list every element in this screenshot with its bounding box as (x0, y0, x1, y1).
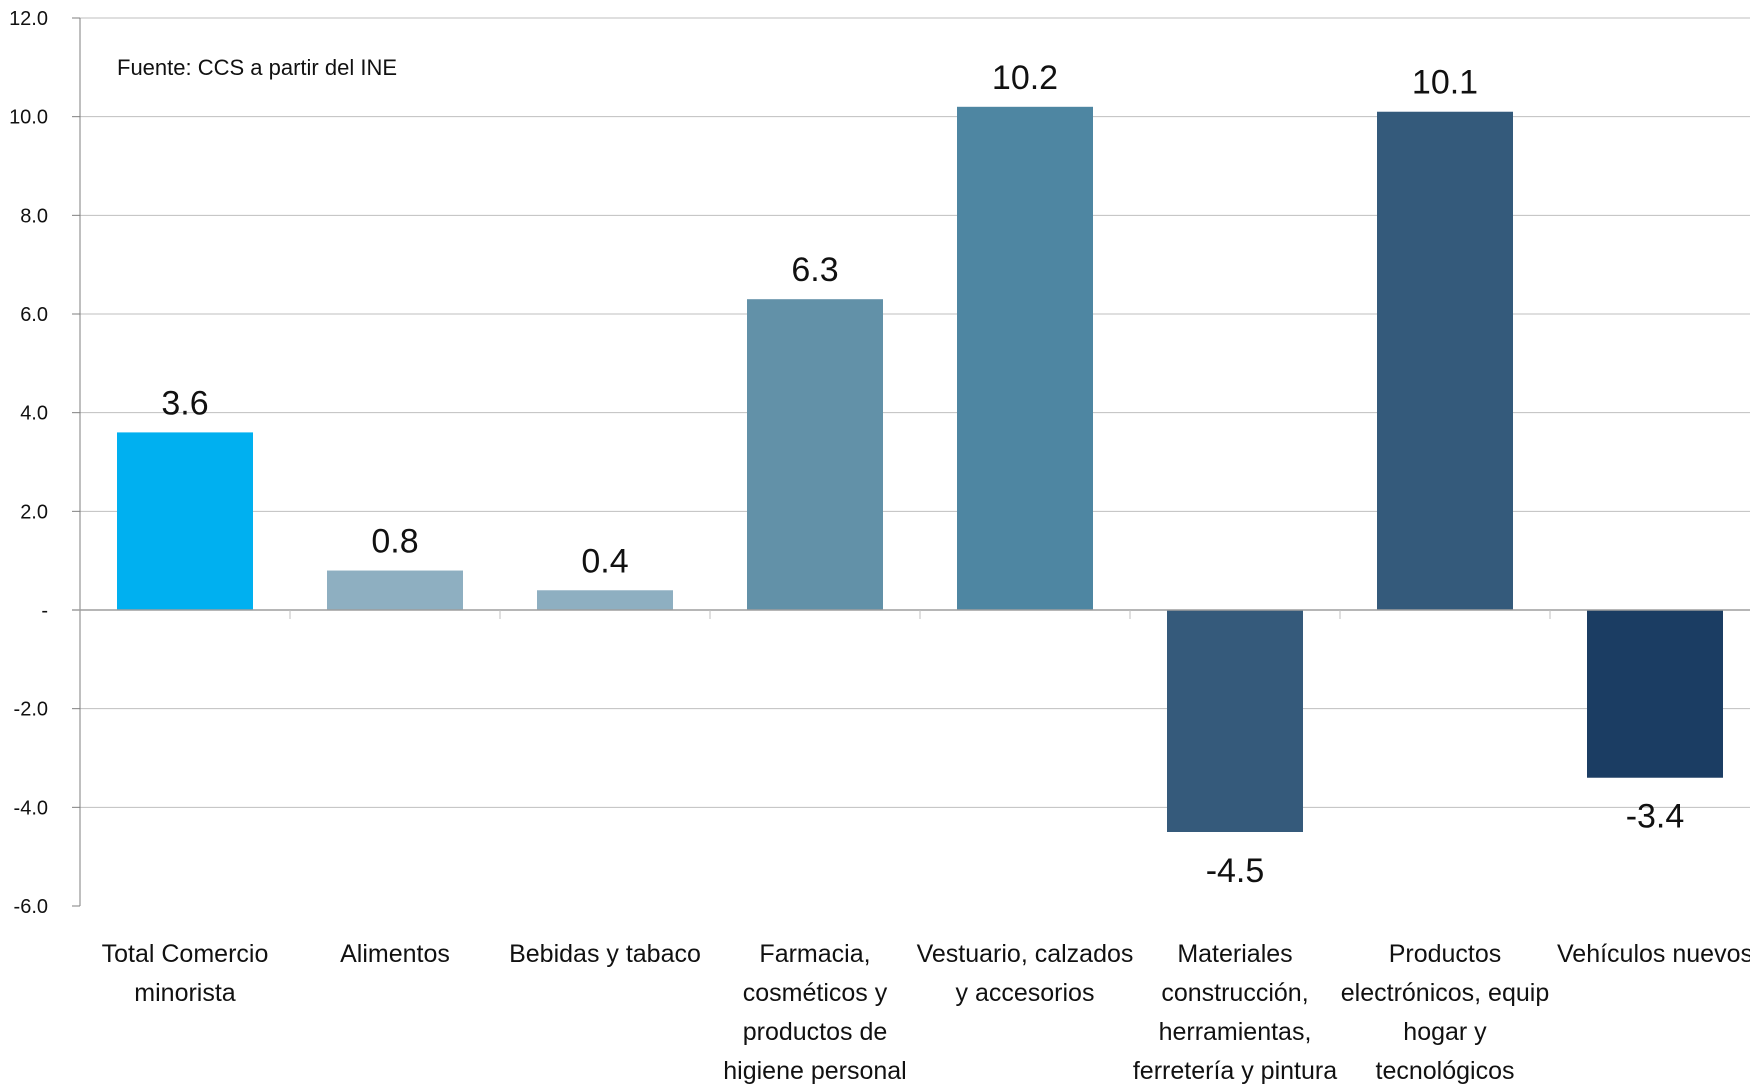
labels: 12.0 10.0 8.0 6.0 4.0 2.0 - -2.0 -4.0 -6.0 3.6 Tota… (9, 8, 1750, 1085)
category-label: Alimentos (340, 940, 450, 968)
y-tick-label: 4.0 (20, 403, 48, 425)
bar (957, 106, 1093, 611)
data-label: 0.4 (581, 542, 628, 580)
axes (72, 17, 1750, 907)
y-tick-label: 2.0 (20, 501, 48, 523)
data-label: 3.6 (161, 384, 208, 422)
bar (747, 299, 883, 610)
y-tick-label: 8.0 (20, 205, 48, 227)
y-tick-label: -2.0 (14, 699, 48, 721)
y-tick-label: - (41, 600, 48, 622)
y-tick-label: 10.0 (9, 107, 48, 129)
bar (1377, 111, 1513, 610)
bar (117, 432, 253, 610)
category-label: Materiales construcción, herramientas, ferr… (1133, 940, 1337, 1085)
y-tick-label: 12.0 (9, 8, 48, 30)
y-tick-label: -4.0 (14, 797, 48, 819)
category-label: Total Comercio minorista (102, 940, 269, 1007)
data-label: 10.2 (992, 59, 1058, 97)
data-label: 0.8 (371, 523, 418, 561)
data-label: 6.3 (791, 251, 838, 289)
category-label: Bebidas y tabaco (509, 940, 701, 968)
data-label: -3.4 (1626, 798, 1685, 836)
category-label: Farmacia, cosméticos y productos de higiene… (723, 940, 906, 1085)
bar (327, 570, 463, 610)
data-label: -4.5 (1206, 852, 1265, 890)
source-note: Fuente: CCS a partir del INE (117, 55, 397, 80)
y-tick-label: -6.0 (14, 896, 48, 918)
category-label: Productos electrónicos, equip hogar y tecno… (1341, 940, 1549, 1085)
bar (1167, 610, 1303, 832)
bar (1587, 610, 1723, 778)
gridlines (80, 17, 1750, 808)
data-label: 10.1 (1412, 64, 1478, 102)
y-tick-label: 6.0 (20, 304, 48, 326)
category-label: Vestuario, calzados y accesorios (917, 940, 1134, 1007)
category-label: Vehículos nuevos (1557, 940, 1750, 968)
bar (537, 590, 673, 610)
bars (117, 106, 1723, 832)
